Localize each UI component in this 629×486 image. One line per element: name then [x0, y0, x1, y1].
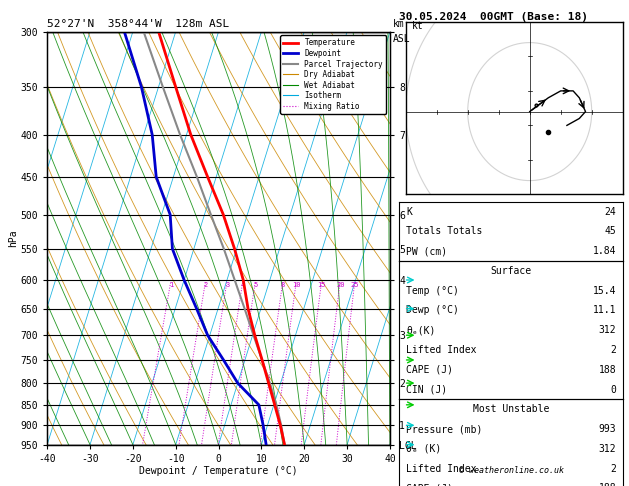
Text: 8: 8 [281, 282, 285, 288]
Text: 20: 20 [336, 282, 345, 288]
Text: © weatheronline.co.uk: © weatheronline.co.uk [459, 466, 564, 475]
Text: ASL: ASL [393, 34, 411, 44]
Text: Lifted Index: Lifted Index [406, 345, 477, 355]
Text: CAPE (J): CAPE (J) [406, 364, 453, 375]
Text: CIN (J): CIN (J) [406, 384, 447, 395]
Text: Lifted Index: Lifted Index [406, 464, 477, 473]
Text: 2: 2 [204, 282, 208, 288]
Text: Most Unstable: Most Unstable [473, 404, 549, 414]
Text: 993: 993 [598, 424, 616, 434]
Text: Totals Totals: Totals Totals [406, 226, 482, 236]
Text: 5: 5 [253, 282, 258, 288]
Text: 30.05.2024  00GMT (Base: 18): 30.05.2024 00GMT (Base: 18) [399, 12, 588, 22]
Text: 15.4: 15.4 [593, 286, 616, 295]
Text: km: km [393, 19, 405, 29]
Text: 312: 312 [598, 325, 616, 335]
Text: 2: 2 [610, 345, 616, 355]
Text: 0: 0 [610, 384, 616, 395]
Text: θₑ(K): θₑ(K) [406, 325, 435, 335]
Text: 11.1: 11.1 [593, 305, 616, 315]
Text: 2: 2 [610, 464, 616, 473]
Text: CAPE (J): CAPE (J) [406, 484, 453, 486]
Text: 1: 1 [169, 282, 173, 288]
Text: Pressure (mb): Pressure (mb) [406, 424, 482, 434]
Text: 52°27'N  358°44'W  128m ASL: 52°27'N 358°44'W 128m ASL [47, 19, 230, 30]
Text: Surface: Surface [491, 266, 532, 276]
Text: Temp (°C): Temp (°C) [406, 286, 459, 295]
X-axis label: Dewpoint / Temperature (°C): Dewpoint / Temperature (°C) [139, 467, 298, 476]
Text: 3: 3 [225, 282, 230, 288]
Text: 24: 24 [604, 207, 616, 217]
Text: 188: 188 [598, 364, 616, 375]
Text: 1.84: 1.84 [593, 246, 616, 256]
Text: Dewp (°C): Dewp (°C) [406, 305, 459, 315]
Text: PW (cm): PW (cm) [406, 246, 447, 256]
Text: 10: 10 [292, 282, 301, 288]
Text: 45: 45 [604, 226, 616, 236]
Text: K: K [406, 207, 412, 217]
Y-axis label: hPa: hPa [8, 229, 18, 247]
Text: θₑ (K): θₑ (K) [406, 444, 442, 454]
Legend: Temperature, Dewpoint, Parcel Trajectory, Dry Adiabat, Wet Adiabat, Isotherm, Mi: Temperature, Dewpoint, Parcel Trajectory… [280, 35, 386, 114]
Text: kt: kt [412, 21, 424, 31]
Text: 25: 25 [351, 282, 359, 288]
Text: 4: 4 [241, 282, 245, 288]
Text: 15: 15 [318, 282, 326, 288]
Text: 312: 312 [598, 444, 616, 454]
Text: 188: 188 [598, 484, 616, 486]
